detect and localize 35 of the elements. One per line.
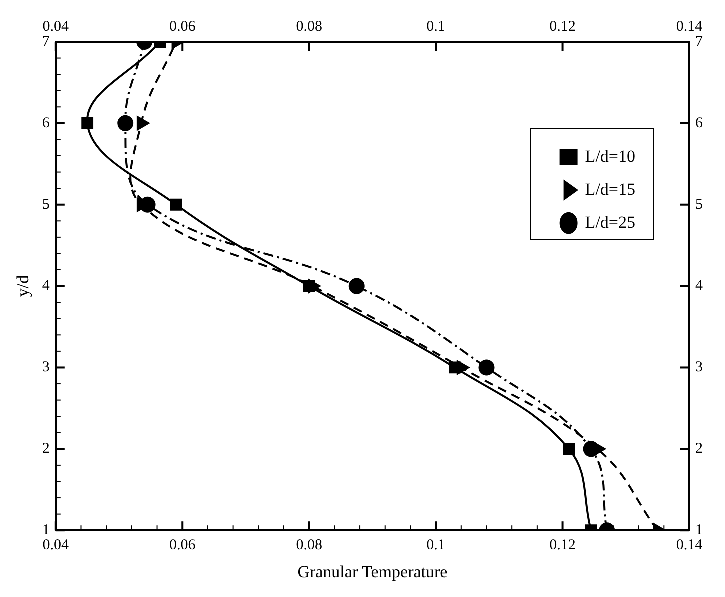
x2-tick-label: 0.14: [676, 18, 704, 35]
x-tick-label: 0.06: [169, 538, 196, 554]
x2-tick-label: 0.12: [550, 18, 576, 35]
y2-tick-label: 4: [696, 278, 704, 294]
x-axis-title: Granular Temperature: [298, 562, 448, 582]
point: [478, 360, 495, 376]
legend-label: L/d=10: [585, 146, 636, 166]
y2-tick-label: 7: [696, 34, 704, 50]
x2-tick-label: 0.1: [426, 18, 446, 35]
point: [170, 198, 182, 211]
x-tick-label: 0.14: [676, 538, 704, 554]
x-tick-label: 0.12: [550, 538, 576, 554]
y2-tick-label: 1: [696, 522, 703, 539]
y2-tick-label: 3: [696, 360, 703, 376]
y-axis-title: y/d: [14, 274, 33, 298]
legend-label: L/d=25: [585, 212, 636, 232]
y-tick-label: 1: [42, 522, 50, 539]
point: [449, 362, 462, 374]
x-tick-label: 0.1: [426, 538, 446, 554]
x2-tick-label: 0.04: [42, 18, 70, 35]
y-tick-label: 7: [42, 34, 50, 50]
x2-tick-label: 0.08: [296, 18, 322, 35]
y-tick-label: 6: [42, 115, 50, 132]
y-tick-label: 2: [42, 441, 50, 458]
y2-tick-label: 2: [696, 441, 703, 458]
legend-label: L/d=15: [585, 180, 636, 199]
y2-tick-label: 5: [696, 196, 703, 213]
x-tick-label: 0.08: [296, 538, 322, 554]
y2-tick-label: 6: [696, 115, 704, 132]
x2-tick-label: 0.06: [169, 18, 196, 35]
x-tick-label: 0.04: [42, 538, 70, 554]
y-tick-label: 4: [42, 278, 50, 294]
y-tick-label: 5: [42, 196, 50, 213]
y-tick-label: 3: [42, 360, 50, 376]
point: [348, 278, 365, 294]
